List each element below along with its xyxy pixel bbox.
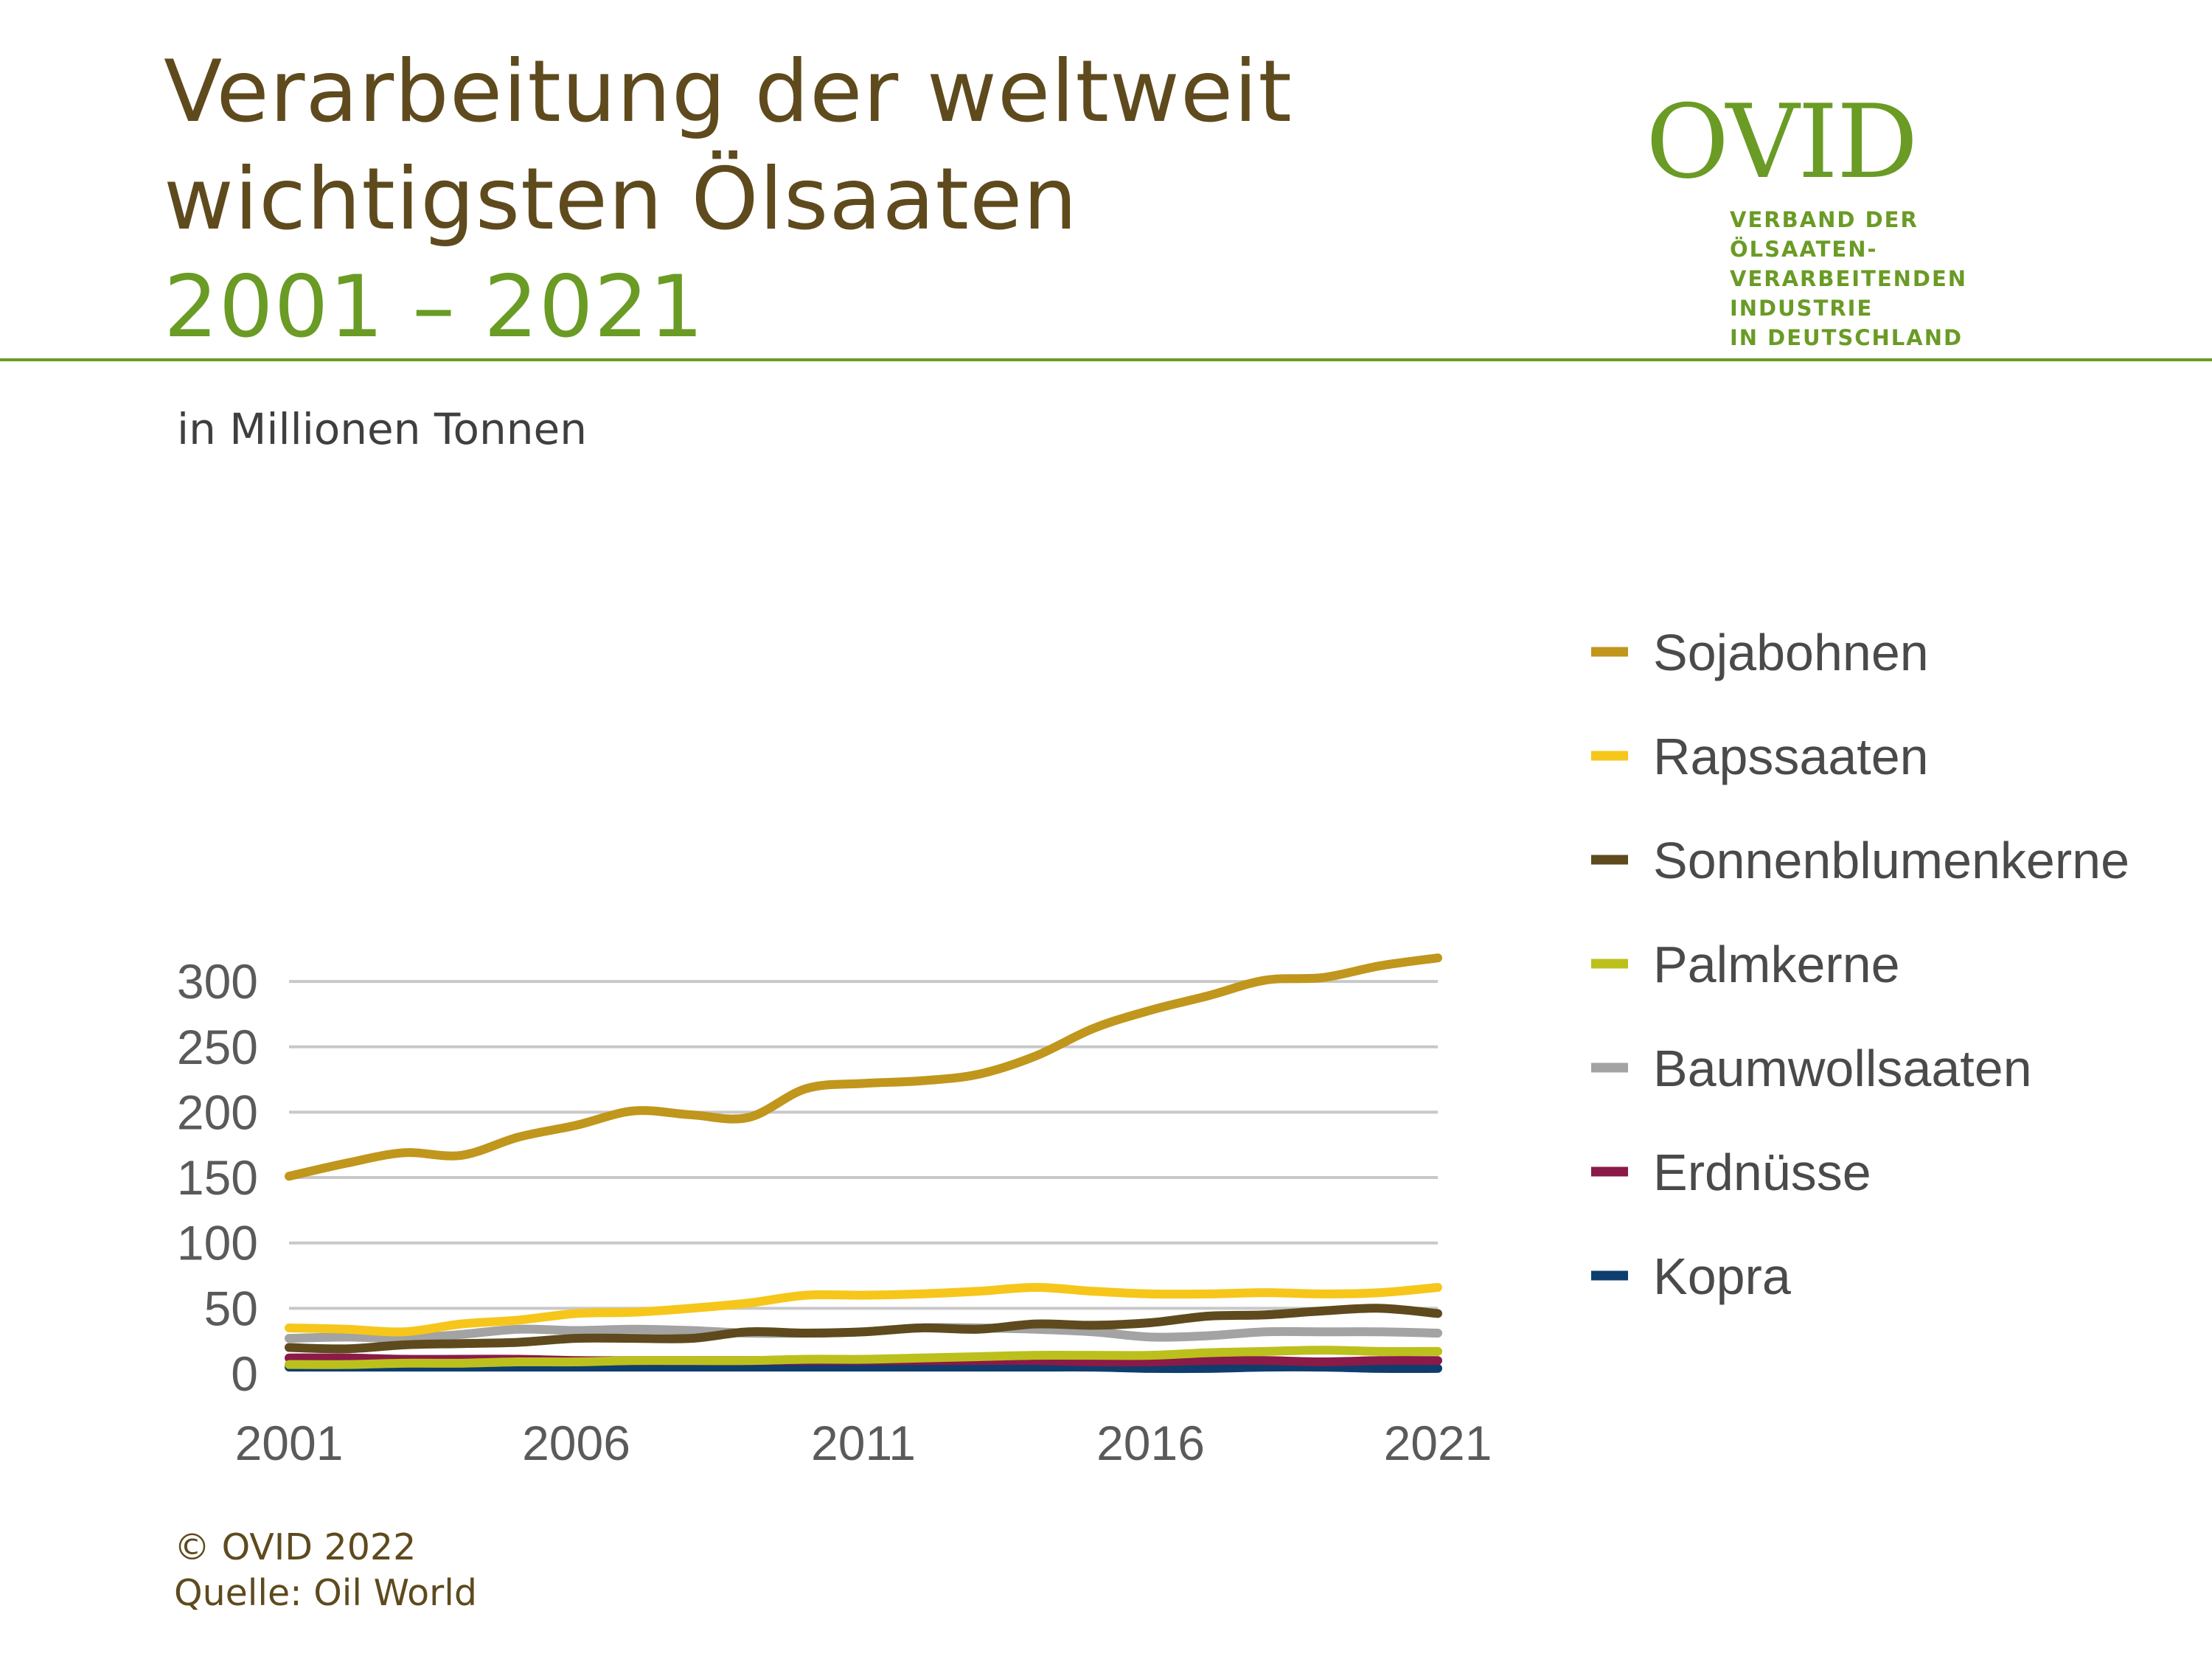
x-tick-label: 2006 bbox=[522, 1416, 630, 1470]
series-line-2 bbox=[285, 1282, 1442, 1337]
series-line-4 bbox=[285, 1346, 1442, 1369]
y-tick-label: 150 bbox=[177, 1150, 258, 1205]
legend-label: Erdnüsse bbox=[1653, 1144, 1871, 1201]
y-tick-label: 100 bbox=[177, 1216, 258, 1270]
x-tick-label: 2011 bbox=[811, 1416, 916, 1470]
logo-sub-line-1: VERBAND DER ÖLSAATEN- bbox=[1730, 207, 1919, 262]
y-axis-ticks: 0 50 100 150 200 250 300 bbox=[177, 954, 258, 1401]
legend-label: Palmkerne bbox=[1653, 936, 1900, 993]
y-tick-label: 250 bbox=[177, 1020, 258, 1074]
source-text: Quelle: Oil World bbox=[174, 1572, 478, 1614]
series-lines bbox=[285, 953, 1442, 1374]
title-line-1: Verarbeitung der weltweit bbox=[164, 42, 1293, 142]
legend-label: Sonnenblumenkerne bbox=[1653, 832, 2129, 889]
y-tick-label: 300 bbox=[177, 954, 258, 1009]
y-tick-label: 0 bbox=[231, 1346, 258, 1401]
legend-label: Kopra bbox=[1653, 1248, 1791, 1305]
x-axis-ticks: 2001 2006 2011 2016 2021 bbox=[235, 1416, 1492, 1470]
x-tick-label: 2021 bbox=[1384, 1416, 1492, 1470]
logo-sub-line-3: IN DEUTSCHLAND bbox=[1730, 325, 1964, 350]
copyright-text: © OVID 2022 bbox=[174, 1526, 417, 1568]
logo-sub-line-2: VERARBEITENDEN INDUSTRIE bbox=[1730, 266, 1968, 321]
x-tick-label: 2001 bbox=[235, 1416, 344, 1470]
y-tick-label: 200 bbox=[177, 1085, 258, 1139]
gridlines bbox=[289, 980, 1438, 1310]
title-line-2: wichtigsten Ölsaaten bbox=[164, 150, 1078, 249]
chart-title: Verarbeitung der weltweit wichtigsten Öl… bbox=[164, 38, 1293, 361]
series-line-1 bbox=[285, 953, 1442, 1181]
ovid-logo: OVID VERBAND DER ÖLSAATEN- VERARBEITENDE… bbox=[1646, 83, 2059, 351]
credits: © OVID 2022 Quelle: Oil World bbox=[174, 1525, 477, 1616]
header-divider bbox=[0, 358, 2212, 361]
y-tick-label: 50 bbox=[204, 1281, 258, 1335]
legend-label: Rapssaaten bbox=[1653, 728, 1929, 785]
legend: Sojabohnen Rapssaaten Sonnenblumenkerne Pal… bbox=[1591, 624, 2129, 1305]
ovid-logo-wordmark: OVID bbox=[1646, 83, 1919, 201]
legend-label: Baumwollsaaten bbox=[1653, 1040, 2032, 1097]
ovid-logo-subtitle: VERBAND DER ÖLSAATEN- VERARBEITENDEN IND… bbox=[1730, 205, 2059, 352]
x-tick-label: 2016 bbox=[1096, 1416, 1205, 1470]
y-axis-unit-label: in Millionen Tonnen bbox=[177, 404, 587, 454]
series-line-3 bbox=[285, 1304, 1442, 1354]
title-line-3: 2001 – 2021 bbox=[164, 257, 705, 357]
legend-label: Sojabohnen bbox=[1653, 624, 1929, 681]
